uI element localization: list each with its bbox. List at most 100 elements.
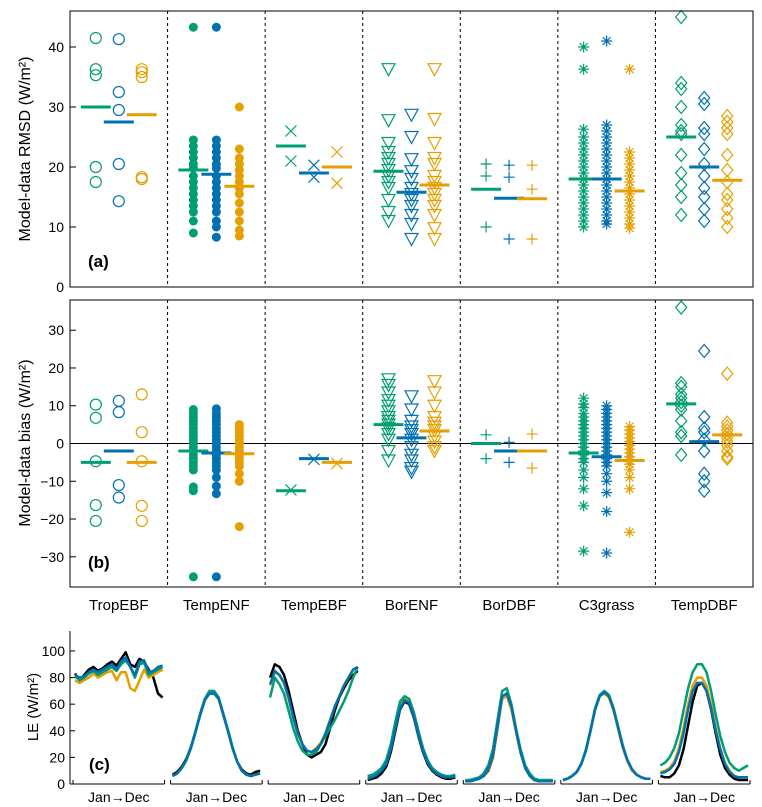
panel-a-point: [720, 108, 734, 124]
panel-c-line-model2: [562, 690, 651, 782]
panel-a-point: [426, 63, 443, 77]
panel-b-point: [720, 434, 734, 450]
panel-b-point: [426, 386, 443, 401]
panel-a-point: [674, 117, 688, 133]
panel-b-point: [403, 424, 420, 439]
panel-b-point: [720, 366, 734, 382]
panel-c-line-model3: [465, 694, 553, 783]
panel-a-point: [526, 233, 538, 245]
panel-b-point: [234, 461, 244, 471]
panel-a-point: [135, 63, 148, 76]
panel-a-point: [234, 231, 244, 241]
category-label: BorENF: [385, 597, 438, 614]
panel-b-point: [112, 394, 125, 407]
panel-c-line-model2: [74, 656, 163, 679]
panel-c-line-model3: [562, 692, 651, 782]
panel-a-point: [403, 153, 420, 167]
panel-a-point: [720, 192, 734, 208]
panel-a-point: [188, 207, 198, 217]
panel-a-point: [601, 155, 613, 167]
panel-a-point: [578, 209, 590, 221]
panel-c-line-model3: [660, 676, 748, 779]
panel-b-point: [601, 547, 613, 559]
panel-b-point: [720, 451, 734, 467]
category-label: BorDBF: [482, 597, 535, 614]
panel-a: 0 10 20 30 40 (a) Model-data RMSD (W/m²): [17, 9, 754, 295]
panel-a-point: [674, 75, 688, 91]
panel-b-point: [426, 441, 443, 456]
panel-a-point: [480, 221, 492, 233]
panel-a-point: [89, 63, 102, 76]
panel-a-point: [578, 63, 590, 75]
panel-b-point: [697, 409, 711, 425]
panel-a-point: [285, 125, 297, 137]
panel-a-point: [112, 157, 125, 171]
panel-a-point: [697, 120, 711, 136]
panel-b-point: [403, 454, 420, 469]
category-label: C3grass: [579, 597, 635, 614]
panel-b-points: [89, 300, 734, 582]
panel-b-point: [624, 526, 636, 538]
panel-a-point: [403, 165, 420, 179]
panel-a-point: [624, 63, 636, 75]
panel-a-point: [697, 141, 711, 157]
panel-a-point: [426, 112, 443, 127]
panel-b-point: [720, 443, 734, 459]
panel-a-point: [285, 155, 297, 167]
panel-c-line-model2: [171, 692, 261, 778]
panel-b-point: [234, 476, 244, 486]
panel-b-point: [426, 416, 443, 431]
panel-b-point: [135, 499, 148, 512]
panel-a-point: [624, 176, 636, 188]
panel-b-point: [380, 414, 397, 429]
panel-a-point: [234, 144, 244, 154]
panel-c-x-label: Jan→Dec: [673, 789, 734, 805]
panel-b-point: [674, 424, 688, 440]
panel-a-point: [234, 207, 244, 217]
panel-b-y-tick-label: −20: [40, 511, 64, 527]
panel-a-point: [403, 108, 420, 123]
panel-a-point: [624, 200, 636, 212]
panel-a-point: [578, 191, 590, 203]
panel-a-point: [526, 159, 538, 171]
panel-b-point: [624, 483, 636, 495]
panel-c-y-tick-label: 100: [42, 643, 66, 659]
panel-a-point: [601, 143, 613, 155]
panel-a-point: [403, 172, 420, 187]
panel-a-point: [601, 185, 613, 197]
panel-a-point: [578, 215, 590, 227]
panel-a-point: [601, 218, 613, 230]
panel-b-point: [697, 443, 711, 459]
panel-b-point: [601, 468, 613, 480]
panel-a-point: [720, 147, 734, 163]
panel-a-point: [720, 162, 734, 178]
panel-b-point: [380, 433, 397, 448]
panel-c-y-tick-label: 0: [57, 776, 65, 792]
panel-a-point: [697, 126, 711, 142]
panel-c-y-tick-label: 80: [49, 670, 65, 686]
panel-a-point: [624, 206, 636, 218]
panel-b-y-tick-label: 20: [48, 360, 64, 376]
panel-a-point: [578, 123, 590, 135]
panel-b-point: [697, 432, 711, 448]
panel-a-point: [380, 63, 397, 77]
panel-c-line-model2: [660, 681, 748, 779]
panel-a-point: [601, 125, 613, 137]
panel-b-point: [211, 481, 221, 491]
panel-a-point: [578, 167, 590, 179]
panel-a-point: [720, 120, 734, 136]
panel-c-x-label: Jan→Dec: [576, 789, 637, 805]
panel-a-y-tick-label: 20: [48, 159, 64, 175]
panel-b-point: [403, 390, 420, 405]
panel-a-point: [331, 177, 343, 190]
panel-a-point: [503, 159, 515, 171]
panel-c-x-label: Jan→Dec: [186, 789, 247, 805]
panel-a-point: [135, 172, 148, 186]
panel-a-point: [380, 193, 397, 208]
panel-a-point: [624, 146, 636, 158]
panel-b-point: [89, 398, 102, 411]
panel-b-point: [720, 422, 734, 438]
panel-a-point: [674, 99, 688, 115]
panel-b-ylabel: Model-data bias (W/m²): [17, 359, 34, 526]
panel-b-point: [674, 300, 688, 315]
